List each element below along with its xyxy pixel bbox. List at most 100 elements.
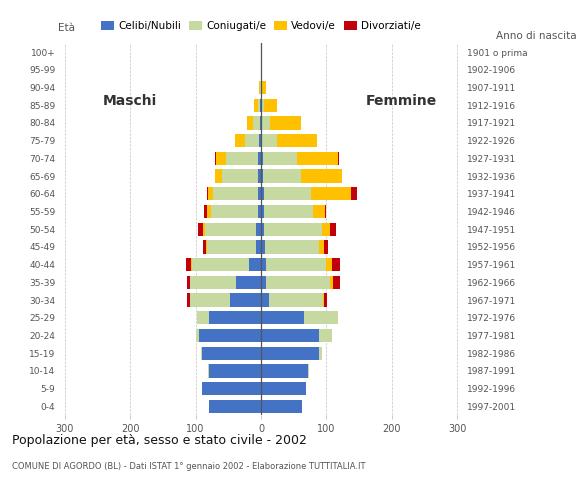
Bar <box>261 400 302 413</box>
Bar <box>230 293 261 307</box>
Bar <box>211 205 258 218</box>
Bar <box>322 223 330 236</box>
Bar <box>269 293 322 307</box>
Bar <box>261 311 303 324</box>
Bar <box>261 46 262 59</box>
Legend: Celibi/Nubili, Coniugati/e, Vedovi/e, Divorziati/e: Celibi/Nubili, Coniugati/e, Vedovi/e, Di… <box>97 17 425 35</box>
Bar <box>213 187 258 201</box>
Bar <box>253 116 260 130</box>
Bar <box>262 81 266 94</box>
Bar <box>261 382 306 395</box>
Bar <box>256 223 261 236</box>
Bar <box>263 152 297 165</box>
Text: Popolazione per età, sesso e stato civile - 2002: Popolazione per età, sesso e stato civil… <box>12 434 306 447</box>
Bar <box>260 116 261 130</box>
Bar <box>261 152 263 165</box>
Bar <box>277 134 317 147</box>
Bar <box>264 98 277 112</box>
Bar <box>264 187 311 201</box>
Bar <box>261 293 269 307</box>
Bar <box>206 240 256 253</box>
Bar <box>270 116 301 130</box>
Bar <box>338 152 339 165</box>
Text: Età: Età <box>58 23 75 33</box>
Bar <box>197 311 209 324</box>
Bar <box>222 169 258 183</box>
Bar <box>199 329 261 342</box>
Bar <box>195 329 199 342</box>
Bar <box>258 98 260 112</box>
Bar <box>262 134 277 147</box>
Bar <box>261 240 265 253</box>
Bar <box>259 81 260 94</box>
Bar <box>205 223 256 236</box>
Bar <box>208 187 213 201</box>
Bar <box>191 258 249 271</box>
Bar <box>187 276 190 289</box>
Bar <box>261 223 264 236</box>
Bar <box>261 134 262 147</box>
Bar <box>327 258 332 271</box>
Bar <box>207 205 211 218</box>
Bar <box>261 258 266 271</box>
Bar <box>208 364 209 378</box>
Bar <box>313 205 325 218</box>
Bar <box>235 134 245 147</box>
Bar <box>325 205 327 218</box>
Bar <box>311 187 351 201</box>
Bar <box>258 187 261 201</box>
Bar <box>256 240 261 253</box>
Bar <box>332 258 339 271</box>
Bar <box>264 223 322 236</box>
Bar <box>261 116 262 130</box>
Bar <box>190 293 230 307</box>
Bar <box>318 329 332 342</box>
Bar <box>261 63 262 76</box>
Bar <box>263 169 301 183</box>
Bar <box>260 81 261 94</box>
Bar <box>261 347 318 360</box>
Bar <box>258 152 261 165</box>
Bar <box>215 152 216 165</box>
Bar <box>262 116 270 130</box>
Bar <box>297 152 338 165</box>
Text: Maschi: Maschi <box>103 94 157 108</box>
Bar <box>245 134 259 147</box>
Bar <box>226 152 258 165</box>
Bar <box>301 169 342 183</box>
Bar <box>246 116 253 130</box>
Bar <box>264 205 313 218</box>
Bar <box>202 347 261 360</box>
Bar <box>206 187 208 201</box>
Bar <box>261 276 266 289</box>
Bar <box>265 240 318 253</box>
Bar <box>258 169 261 183</box>
Bar <box>261 169 263 183</box>
Bar <box>202 382 261 395</box>
Bar <box>204 223 205 236</box>
Bar <box>216 152 226 165</box>
Bar <box>322 293 324 307</box>
Bar <box>318 347 322 360</box>
Text: Anno di nascita: Anno di nascita <box>496 31 577 41</box>
Bar <box>261 205 264 218</box>
Bar <box>209 400 261 413</box>
Bar <box>201 347 202 360</box>
Text: Femmine: Femmine <box>366 94 437 108</box>
Bar <box>351 187 357 201</box>
Bar <box>190 276 236 289</box>
Bar <box>261 98 264 112</box>
Bar <box>186 258 191 271</box>
Bar <box>215 169 222 183</box>
Bar <box>331 276 333 289</box>
Bar <box>249 258 261 271</box>
Bar <box>266 258 327 271</box>
Bar <box>258 205 261 218</box>
Bar <box>324 240 328 253</box>
Bar <box>324 293 327 307</box>
Bar <box>203 240 206 253</box>
Bar <box>261 364 308 378</box>
Bar <box>333 276 339 289</box>
Bar <box>318 240 324 253</box>
Bar <box>209 364 261 378</box>
